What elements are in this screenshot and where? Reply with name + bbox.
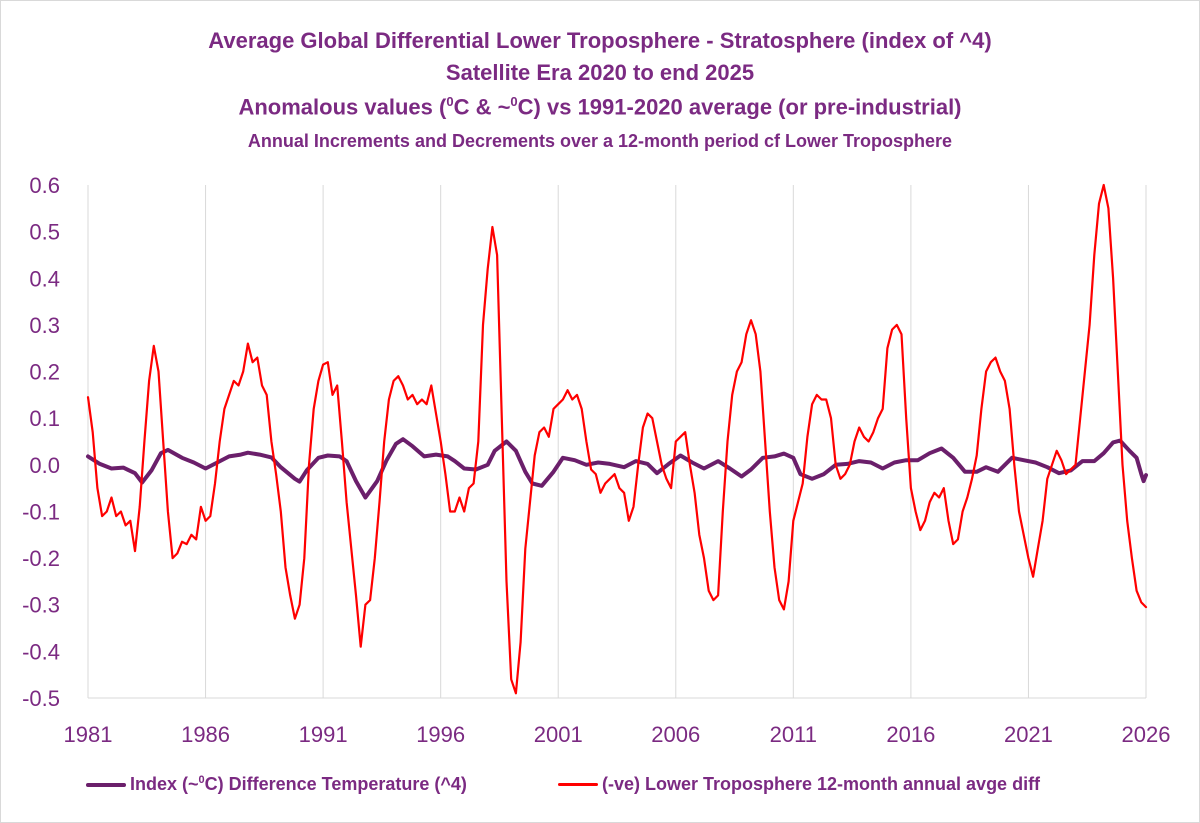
legend-item-troposphere: (-ve) Lower Troposphere 12-month annual … — [558, 774, 1040, 795]
y-tick-label: -0.1 — [22, 499, 60, 524]
legend-item-index: Index (~0C) Difference Temperature (^4) — [86, 774, 467, 795]
x-tick-label: 2026 — [1122, 722, 1171, 747]
y-tick-label: 0.2 — [29, 360, 60, 385]
x-tick-label: 2011 — [770, 722, 817, 747]
x-tick-label: 1991 — [299, 722, 348, 747]
legend: Index (~0C) Difference Temperature (^4) … — [0, 774, 1200, 802]
series-line-index — [86, 437, 1148, 500]
tick-labels: -0.5 -0.4 -0.3 -0.2 -0.1 0.0 0.1 0.2 0.3 0.4 0.5 0.… — [22, 173, 1170, 747]
x-tick-label: 1986 — [181, 722, 230, 747]
x-tick-label: 1996 — [416, 722, 465, 747]
chart-title: Average Global Differential Lower Tropos… — [208, 28, 992, 53]
chart-subtitle: Annual Increments and Decrements over a … — [247, 131, 953, 151]
y-tick-label: 0.0 — [29, 453, 60, 478]
y-tick-label: 0.5 — [29, 220, 60, 245]
series-layer — [86, 183, 1148, 695]
title-line3-pre: Anomalous values ( — [238, 94, 447, 120]
chart-title-line3: Anomalous values (0C & ~0C) vs 1991-2020… — [0, 94, 1200, 120]
y-tick-label: -0.3 — [22, 593, 60, 618]
x-tick-label: 2021 — [1004, 722, 1053, 747]
y-tick-label: 0.6 — [29, 173, 60, 198]
y-tick-label: 0.1 — [29, 406, 60, 431]
series-line-troposphere — [86, 183, 1148, 695]
y-tick-label: -0.5 — [22, 686, 60, 711]
y-tick-label: -0.2 — [22, 546, 60, 571]
y-tick-label: -0.4 — [22, 639, 60, 664]
x-tick-label: 2001 — [534, 722, 583, 747]
chart-title-line2: Satellite Era 2020 to end 2025 — [445, 60, 755, 85]
x-tick-label: 2016 — [886, 722, 935, 747]
x-tick-label: 2006 — [651, 722, 700, 747]
title-line3-post: C) vs 1991-2020 average (or pre-industri… — [517, 94, 962, 120]
title-degree-sup-2: 0 — [510, 94, 518, 109]
axes — [87, 185, 1146, 699]
y-tick-label: 0.4 — [29, 266, 60, 291]
legend-label-index: Index (~0C) Difference Temperature (^4) — [130, 774, 467, 794]
legend-swatch-troposphere — [558, 783, 598, 786]
title-line3-mid: C & ~ — [453, 94, 511, 120]
legend-swatch-index — [86, 782, 126, 787]
legend-label-troposphere: (-ve) Lower Troposphere 12-month annual … — [602, 774, 1041, 794]
title-degree-sup-1: 0 — [446, 94, 454, 109]
x-tick-label: 1981 — [64, 722, 113, 747]
y-tick-label: 0.3 — [29, 313, 60, 338]
